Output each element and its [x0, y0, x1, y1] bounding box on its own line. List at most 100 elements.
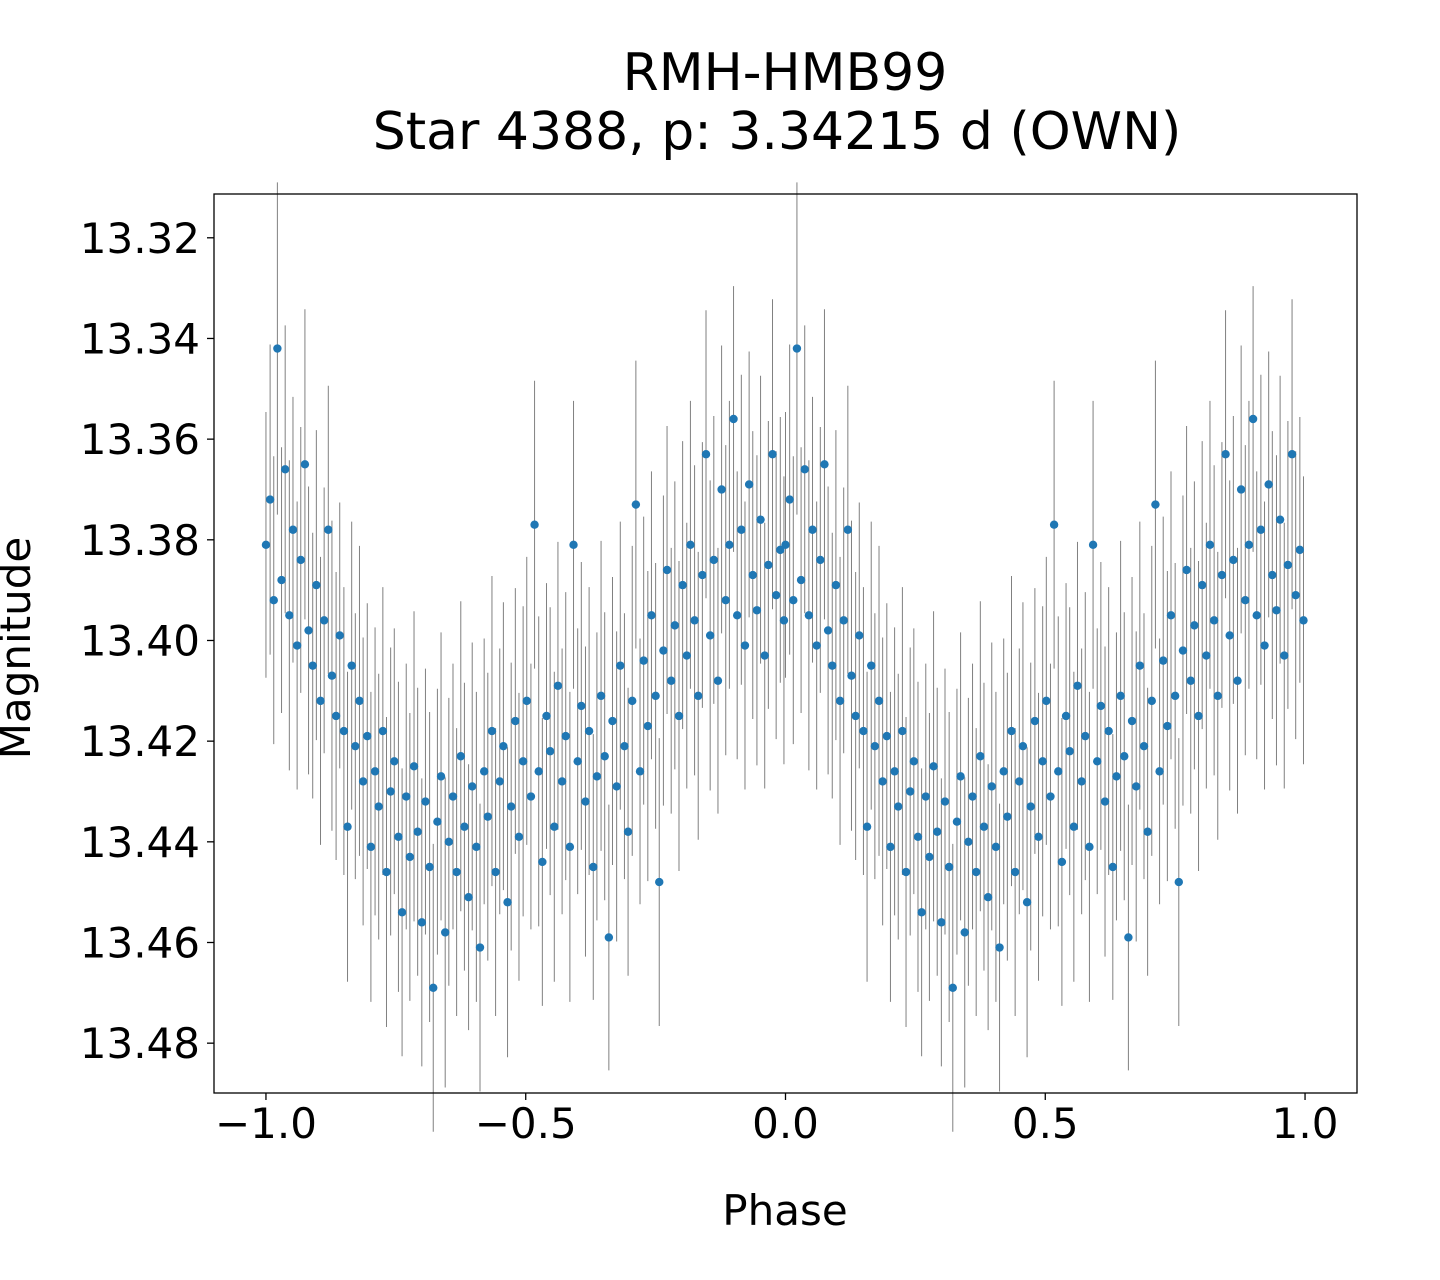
data-point [1287, 450, 1297, 459]
data-point [835, 696, 845, 706]
data-point [1229, 555, 1238, 565]
data-point [1057, 857, 1067, 867]
x-tick-label: 0.5 [1012, 1099, 1079, 1148]
data-point [433, 817, 442, 826]
y-axis-label: Magnitude [0, 537, 40, 760]
data-point [358, 777, 368, 786]
data-point [1061, 711, 1071, 721]
data-point [390, 757, 399, 766]
data-point [1197, 580, 1207, 590]
data-point [1124, 933, 1133, 942]
data-point [789, 596, 798, 605]
data-point [729, 414, 738, 424]
data-point [503, 898, 512, 907]
data-point [518, 757, 528, 766]
data-point [867, 661, 876, 670]
y-tick-label: 13.32 [80, 214, 200, 263]
data-point [1264, 480, 1273, 489]
data-point [1299, 616, 1308, 625]
data-point [1108, 862, 1118, 872]
data-point [886, 842, 895, 852]
data-point [335, 631, 344, 640]
data-point [600, 752, 609, 761]
data-point [682, 651, 691, 660]
data-point [273, 344, 282, 353]
data-point [1049, 520, 1059, 529]
data-point [1007, 726, 1016, 736]
data-point [752, 606, 762, 615]
data-point [1088, 540, 1098, 550]
data-point [779, 616, 789, 625]
data-point [1100, 797, 1110, 806]
data-point [882, 731, 892, 741]
data-point [1252, 611, 1261, 620]
data-point [647, 611, 656, 620]
data-point [514, 832, 524, 841]
data-point [620, 741, 629, 751]
data-point [960, 928, 969, 937]
data-point [983, 892, 993, 902]
data-point [776, 545, 785, 555]
data-point [623, 827, 633, 836]
data-point [261, 540, 271, 550]
data-point [265, 495, 275, 504]
data-point [382, 867, 391, 877]
data-point [764, 560, 773, 570]
data-point [386, 787, 395, 796]
data-point [351, 741, 360, 751]
data-point [740, 641, 750, 650]
data-point [1034, 832, 1043, 841]
data-point [573, 757, 582, 766]
data-point [933, 827, 942, 836]
data-point [468, 782, 477, 791]
data-point [343, 822, 352, 831]
data-point [737, 525, 746, 534]
data-point [475, 943, 485, 952]
data-point [545, 747, 555, 756]
data-point [651, 691, 660, 701]
data-point [643, 721, 653, 731]
data-point [1260, 641, 1269, 650]
data-point [792, 344, 802, 353]
data-point [378, 726, 388, 736]
data-point [828, 661, 837, 670]
data-point [374, 802, 383, 811]
data-point [1174, 877, 1183, 887]
data-point [843, 525, 853, 534]
data-point [612, 782, 621, 791]
data-point [277, 575, 286, 585]
data-point [1151, 500, 1160, 509]
data-point [717, 485, 726, 494]
data-point [506, 802, 516, 811]
data-point [732, 611, 742, 620]
data-point [1194, 711, 1203, 721]
data-point [511, 716, 520, 726]
data-point [898, 726, 907, 736]
data-point [339, 726, 349, 736]
data-points [261, 344, 1308, 992]
data-point [565, 842, 575, 852]
data-point [816, 555, 825, 565]
data-point [971, 867, 981, 877]
data-point [874, 696, 884, 706]
data-point [1030, 716, 1040, 726]
data-point [394, 832, 403, 841]
data-point [472, 842, 481, 852]
data-point [417, 918, 427, 927]
data-point [1291, 590, 1300, 600]
data-point [991, 842, 1001, 852]
data-point [308, 661, 317, 670]
data-point [397, 908, 407, 917]
data-point [584, 726, 594, 736]
data-point [1244, 540, 1254, 550]
data-point [1065, 747, 1074, 756]
data-point [319, 616, 329, 625]
data-point [831, 580, 841, 590]
data-point [413, 827, 422, 836]
data-point [409, 762, 419, 771]
data-point [1178, 646, 1188, 655]
data-point [331, 711, 341, 721]
data-point [292, 641, 302, 650]
data-point [1139, 741, 1149, 751]
data-point [800, 465, 809, 474]
